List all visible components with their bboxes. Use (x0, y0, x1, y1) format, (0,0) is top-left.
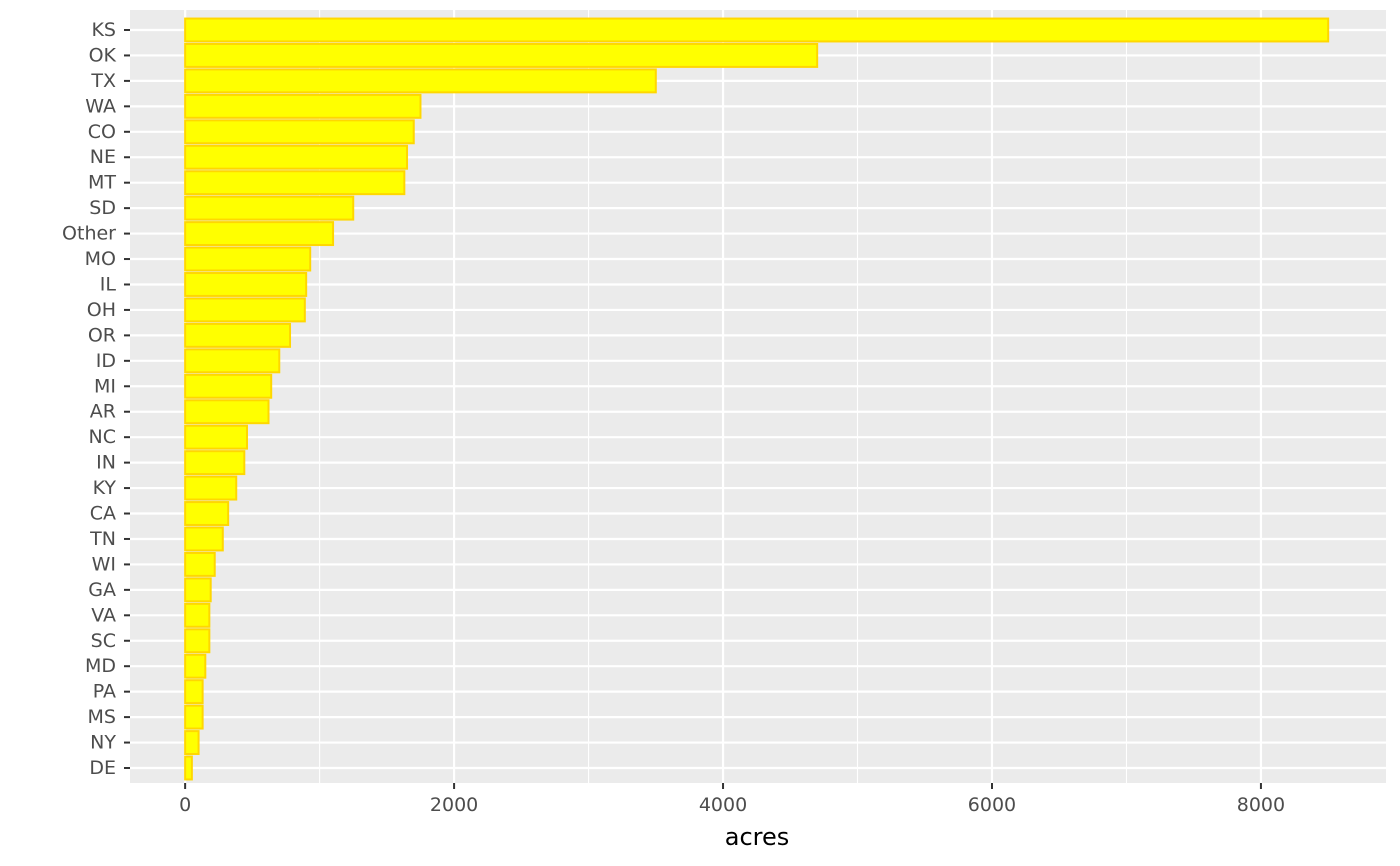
bar (184, 577, 212, 603)
bar (184, 755, 193, 781)
x-tick-label: 2000 (430, 794, 478, 816)
bar (184, 679, 204, 705)
y-tick-label: WI (92, 553, 116, 575)
bar (184, 730, 200, 756)
bar (184, 93, 422, 119)
y-tick-label: SD (89, 197, 116, 219)
y-tick-label: TX (90, 70, 116, 92)
y-tick-label: KS (91, 19, 116, 41)
y-tick-label: OH (87, 299, 116, 321)
y-tick-label: KY (93, 477, 117, 499)
bars (184, 17, 1330, 781)
bar (184, 144, 409, 170)
bar (184, 628, 211, 654)
y-tick-label: NY (90, 732, 116, 754)
bar (184, 602, 211, 628)
y-tick-label: CO (88, 121, 116, 143)
x-axis: 0 2000 4000 6000 8000 (179, 783, 1285, 816)
y-tick-label: PA (93, 681, 116, 703)
bar (184, 297, 306, 323)
bar (184, 68, 657, 94)
y-tick-label: DE (89, 757, 116, 779)
bar (184, 246, 312, 272)
bar (184, 526, 224, 552)
y-tick-label: MI (94, 375, 116, 397)
x-axis-title: acres (725, 823, 790, 851)
x-tick-label: 0 (179, 794, 191, 816)
bar (184, 424, 248, 450)
y-tick-label: MO (85, 248, 116, 270)
y-tick-label: TN (89, 528, 116, 550)
bar (184, 195, 355, 221)
y-tick-label: MT (88, 172, 116, 194)
y-tick-label: NE (90, 146, 116, 168)
y-tick-label: ID (96, 350, 116, 372)
bar (184, 373, 273, 399)
bar (184, 272, 308, 297)
y-tick-label: IL (100, 273, 117, 295)
bar (184, 348, 281, 374)
y-tick-label: GA (88, 579, 116, 601)
y-tick-label: VA (91, 604, 116, 626)
bar (184, 322, 292, 348)
y-tick-label: SC (91, 630, 116, 652)
bar (184, 170, 406, 196)
y-tick-label: WA (85, 95, 116, 117)
y-axis: KS OK TX WA CO NE MT SD Other MO IL OH OR ID MI AR NC IN K… (62, 19, 130, 779)
y-tick-label: MD (85, 655, 116, 677)
bar (184, 399, 270, 425)
y-tick-label: OK (89, 44, 117, 66)
bar (184, 42, 819, 68)
bar (184, 475, 238, 501)
bar (184, 501, 230, 526)
bar (184, 704, 204, 730)
x-tick-label: 8000 (1237, 794, 1285, 816)
y-tick-label: NC (89, 426, 116, 448)
x-tick-label: 4000 (699, 794, 747, 816)
y-tick-label: AR (90, 401, 116, 423)
y-tick-label: OR (88, 324, 116, 346)
bar (184, 119, 415, 145)
y-tick-label: MS (88, 706, 116, 728)
y-tick-label: CA (90, 503, 116, 525)
bar (184, 551, 216, 577)
x-tick-label: 6000 (968, 794, 1016, 816)
bar (184, 17, 1330, 43)
y-tick-label: Other (62, 223, 116, 245)
bar (184, 221, 335, 247)
y-tick-label: IN (96, 452, 116, 474)
bar (184, 653, 207, 679)
bar (184, 450, 246, 476)
